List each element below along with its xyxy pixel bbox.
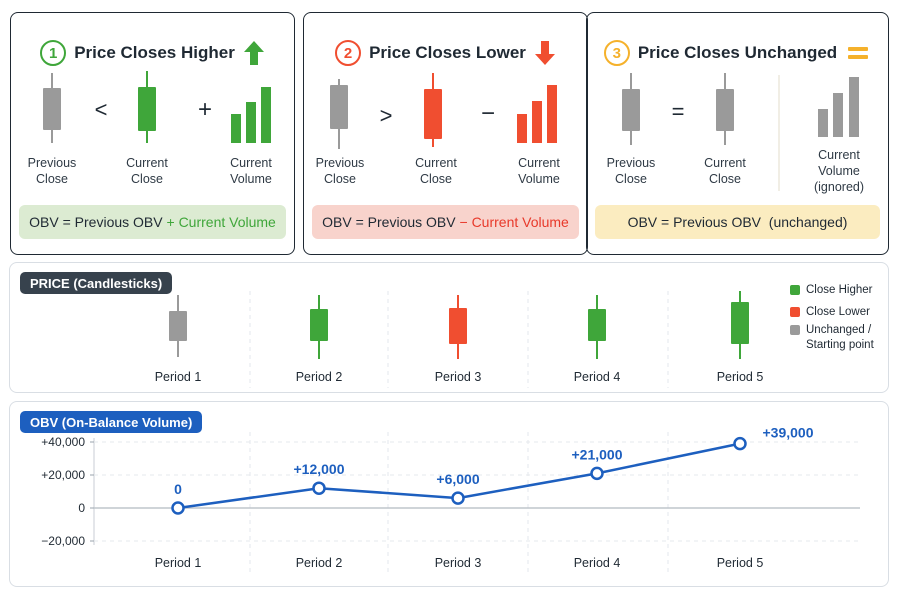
obv-point — [451, 491, 465, 505]
y-tick-label: −20,000 — [41, 534, 85, 548]
legend-swatch — [790, 307, 800, 317]
formula-box: OBV = Previous OBV + Current Volume — [19, 205, 286, 239]
y-tick-label: +40,000 — [41, 435, 85, 449]
rule-card-unchanged: 3 Price Closes Unchanged = Previous Clos… — [586, 12, 889, 255]
obv-data-label: +6,000 — [436, 471, 479, 487]
formula-prefix: OBV = Previous OBV — [627, 214, 762, 230]
rule-card-header: 3 Price Closes Unchanged — [587, 37, 888, 69]
current-close-candle — [424, 73, 442, 147]
obv-data-label: +39,000 — [763, 425, 814, 441]
rule-illustration: = — [622, 73, 859, 191]
comparison-operator: < — [95, 97, 108, 122]
volume-operator: − — [481, 100, 495, 127]
x-tick-label: Period 3 — [435, 556, 482, 570]
rule-title: Price Closes Unchanged — [637, 43, 838, 62]
current-close-label: Current Close — [415, 156, 457, 186]
previous-close-candle — [330, 79, 348, 149]
previous-close-label: Previous Close — [606, 156, 656, 186]
x-tick-label: Period 1 — [155, 556, 202, 570]
legend-label: Close Higher — [806, 284, 873, 296]
period-label: Period 1 — [155, 370, 202, 384]
comparison-operator: > — [380, 103, 393, 128]
current-close-candle — [138, 71, 156, 143]
equals-icon — [848, 47, 869, 59]
legend-item: Close Lower — [790, 305, 870, 320]
volume-bars-icon — [517, 85, 557, 143]
period-label: Period 3 — [435, 370, 482, 384]
formula-box: OBV = Previous OBV (unchanged) — [595, 205, 880, 239]
current-volume-label: Current Volume (ignored) — [813, 148, 865, 194]
current-close-label: Current Close — [126, 156, 168, 186]
y-tick-label: 0 — [78, 501, 85, 515]
price-panel: PRICE (Candlesticks) Period 1 Period 2 Per… — [9, 262, 889, 393]
formula-prefix: OBV = Previous OBV — [29, 214, 163, 230]
legend-item: Close Higher — [790, 283, 872, 298]
rule-illustration: > − — [330, 73, 557, 149]
candle-body — [310, 309, 328, 341]
rule-title: Price Closes Lower — [369, 43, 526, 62]
candle-2 — [310, 295, 328, 359]
step-number-badge: 1 — [40, 40, 67, 66]
rule-card-header: 1 Price Closes Higher — [11, 37, 294, 69]
x-tick-label: Period 5 — [717, 556, 764, 570]
rule-card-header: 2 Price Closes Lower — [304, 37, 587, 69]
previous-close-label: Previous Close — [315, 156, 365, 186]
formula-suffix: + Current Volume — [162, 214, 276, 230]
rule-illustration: < + — [43, 71, 271, 143]
current-volume-label: Current Volume — [518, 156, 560, 186]
rule-card-lower: 2 Price Closes Lower > − Previous Close … — [303, 12, 588, 255]
formula-prefix: OBV = Previous OBV — [322, 214, 456, 230]
candle-body — [449, 308, 467, 344]
obv-point — [312, 481, 326, 495]
price-candlesticks: Period 1 Period 2 Period 3 Period 4 Period 5 — [155, 291, 764, 388]
obv-data-label: 0 — [174, 481, 182, 497]
obv-point — [733, 436, 747, 451]
obv-chart-title: OBV (On-Balance Volume) — [20, 411, 203, 433]
rule-card-higher: 1 Price Closes Higher < + Previous Close… — [10, 12, 295, 255]
comparison-operator: = — [672, 99, 685, 124]
obv-line-chart: +40,000 +20,000 0 −20,000 0 Period 1 +12,000 Pe… — [41, 425, 860, 574]
y-tick-label: +20,000 — [41, 468, 85, 482]
legend-label: Unchanged / Starting point — [806, 324, 874, 351]
current-close-label: Current Close — [704, 156, 746, 186]
candle-body — [169, 311, 187, 341]
candle-4 — [588, 295, 606, 359]
formula-suffix: (unchanged) — [761, 214, 848, 230]
step-number-badge: 2 — [335, 40, 362, 66]
rule-title: Price Closes Higher — [74, 43, 235, 62]
period-label: Period 5 — [717, 370, 764, 384]
x-tick-label: Period 2 — [296, 556, 343, 570]
candle-5 — [731, 291, 749, 359]
previous-close-label: Previous Close — [27, 156, 77, 186]
arrow-down-icon — [534, 41, 555, 65]
volume-bars-icon — [231, 87, 271, 143]
current-volume-label: Current Volume — [230, 156, 272, 186]
period-label: Period 4 — [574, 370, 621, 384]
formula-suffix: − Current Volume — [455, 214, 569, 230]
candle-3 — [449, 295, 467, 359]
volume-bars-icon — [818, 77, 859, 137]
formula-box: OBV = Previous OBV − Current Volume — [312, 205, 579, 239]
legend-item: Unchanged / Starting point — [790, 323, 874, 353]
legend-swatch — [790, 285, 800, 295]
candle-body — [731, 302, 749, 344]
previous-close-candle — [43, 73, 61, 143]
candle-1 — [169, 295, 187, 357]
obv-data-label: +21,000 — [572, 446, 623, 462]
arrow-up-icon — [243, 41, 264, 65]
legend-swatch — [790, 325, 800, 335]
previous-close-candle — [622, 73, 640, 145]
obv-panel: OBV (On-Balance Volume) +40,000 +20,000 0 −… — [9, 401, 889, 587]
volume-operator: + — [198, 96, 212, 123]
obv-point — [171, 501, 185, 515]
obv-data-label: +12,000 — [294, 461, 345, 477]
step-number-badge: 3 — [603, 40, 630, 66]
period-label: Period 2 — [296, 370, 343, 384]
price-panel-tag: PRICE (Candlesticks) — [20, 272, 173, 294]
current-close-candle — [716, 73, 734, 145]
obv-point — [590, 466, 604, 481]
x-tick-label: Period 4 — [574, 556, 621, 570]
candle-body — [588, 309, 606, 341]
legend-label: Close Lower — [806, 306, 870, 318]
